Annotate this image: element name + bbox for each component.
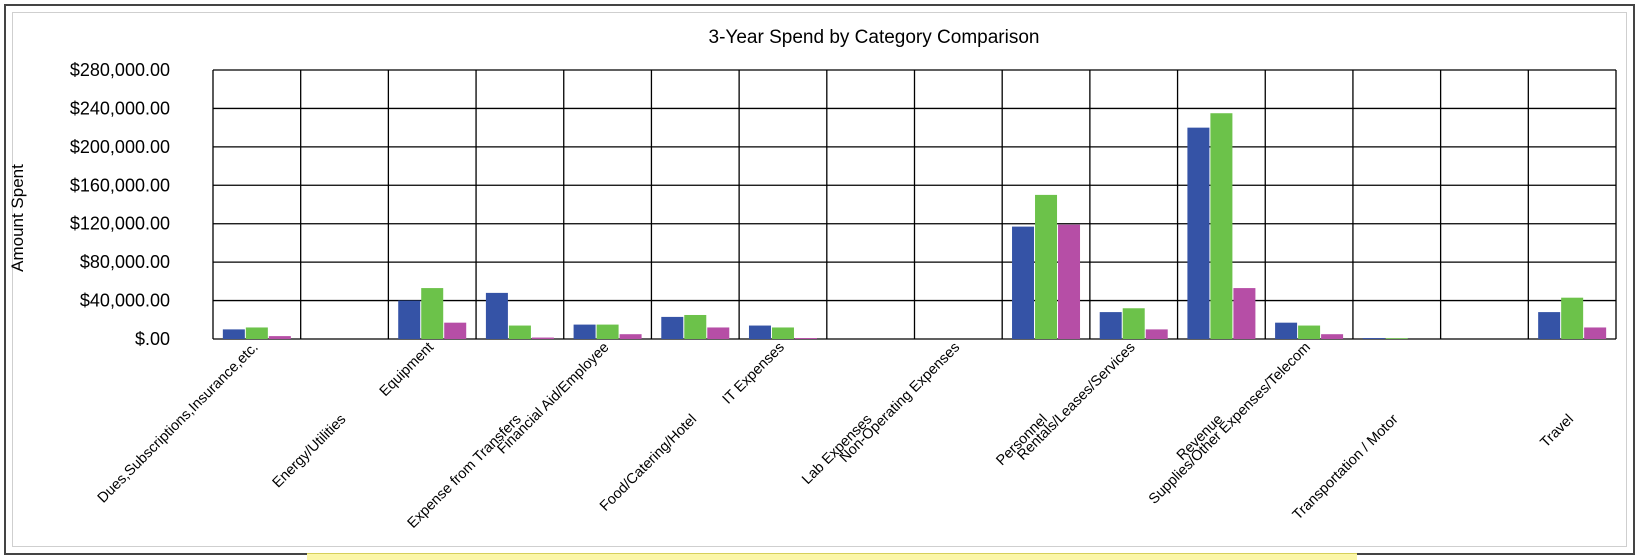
highlight-strip — [307, 553, 1357, 560]
bar — [1561, 297, 1584, 339]
bar — [398, 300, 421, 339]
x-tick-label: Dues,Subscriptions,Insurance,etc. — [95, 340, 262, 507]
bar — [1122, 308, 1145, 339]
bar — [1210, 113, 1233, 339]
x-tick-label: Non-Operating Expenses — [837, 340, 963, 466]
x-tick-label: IT Expenses — [720, 340, 788, 408]
bar — [1321, 334, 1344, 339]
y-tick-labels: $.00 $40,000.00 $80,000.00 $120,000.00 $160,… — [70, 60, 170, 349]
bar — [1187, 127, 1210, 340]
bar — [485, 292, 508, 339]
bar — [444, 322, 467, 339]
x-tick-label: Transportation / Motor — [1290, 411, 1402, 523]
x-tick-label: Supplies/Other Expenses/Telecom — [1146, 340, 1314, 508]
x-tick-label: Food/Catering/Hotel — [597, 412, 700, 515]
y-tick-label: $120,000.00 — [70, 214, 170, 234]
bar — [245, 327, 268, 339]
bar — [1145, 329, 1168, 339]
bar — [619, 334, 642, 339]
bar — [421, 288, 444, 339]
bar — [1385, 338, 1408, 339]
bar — [1035, 194, 1058, 339]
bar — [1538, 312, 1561, 339]
bar — [1362, 338, 1385, 339]
y-axis-label: Amount Spent — [8, 164, 27, 272]
bar — [794, 338, 817, 339]
x-tick-label: Equipment — [377, 340, 437, 400]
x-tick-label: Expense from Transfers — [405, 412, 525, 532]
bar — [1058, 224, 1081, 339]
bar — [1275, 322, 1298, 339]
x-tick-label: Rentals/Leases/Services — [1014, 340, 1138, 464]
bar — [1584, 327, 1607, 339]
y-tick-label: $200,000.00 — [70, 137, 170, 157]
chart-frame — [4, 4, 1635, 555]
chart-title: 3-Year Spend by Category Comparison — [709, 27, 1040, 48]
bar — [222, 329, 245, 339]
bar — [268, 336, 291, 339]
y-tick-label: $80,000.00 — [80, 252, 170, 272]
x-tick-label: Energy/Utilities — [270, 412, 350, 492]
bar — [596, 324, 619, 339]
bar — [771, 327, 794, 339]
y-tick-label: $40,000.00 — [80, 291, 170, 311]
bar — [684, 314, 707, 339]
bar — [531, 337, 554, 339]
bar — [1298, 325, 1321, 339]
grid-layer — [212, 69, 1617, 340]
x-tick-label: Travel — [1538, 412, 1577, 451]
y-tick-label: $280,000.00 — [70, 60, 170, 80]
x-tick-label: Financial Aid/Employee — [495, 340, 613, 458]
y-tick-label: $160,000.00 — [70, 175, 170, 195]
bar — [1012, 226, 1035, 339]
bar — [508, 325, 531, 339]
category-labels: Dues,Subscriptions,Insurance,etc. Energy/… — [95, 340, 1577, 532]
bar — [1099, 312, 1122, 339]
y-tick-label: $240,000.00 — [70, 98, 170, 118]
bar — [1233, 288, 1256, 339]
bars-layer — [222, 113, 1607, 340]
y-tick-label: $.00 — [135, 329, 170, 349]
bar — [707, 327, 730, 339]
bar — [748, 325, 771, 339]
bar — [661, 316, 684, 339]
bar — [573, 324, 596, 339]
